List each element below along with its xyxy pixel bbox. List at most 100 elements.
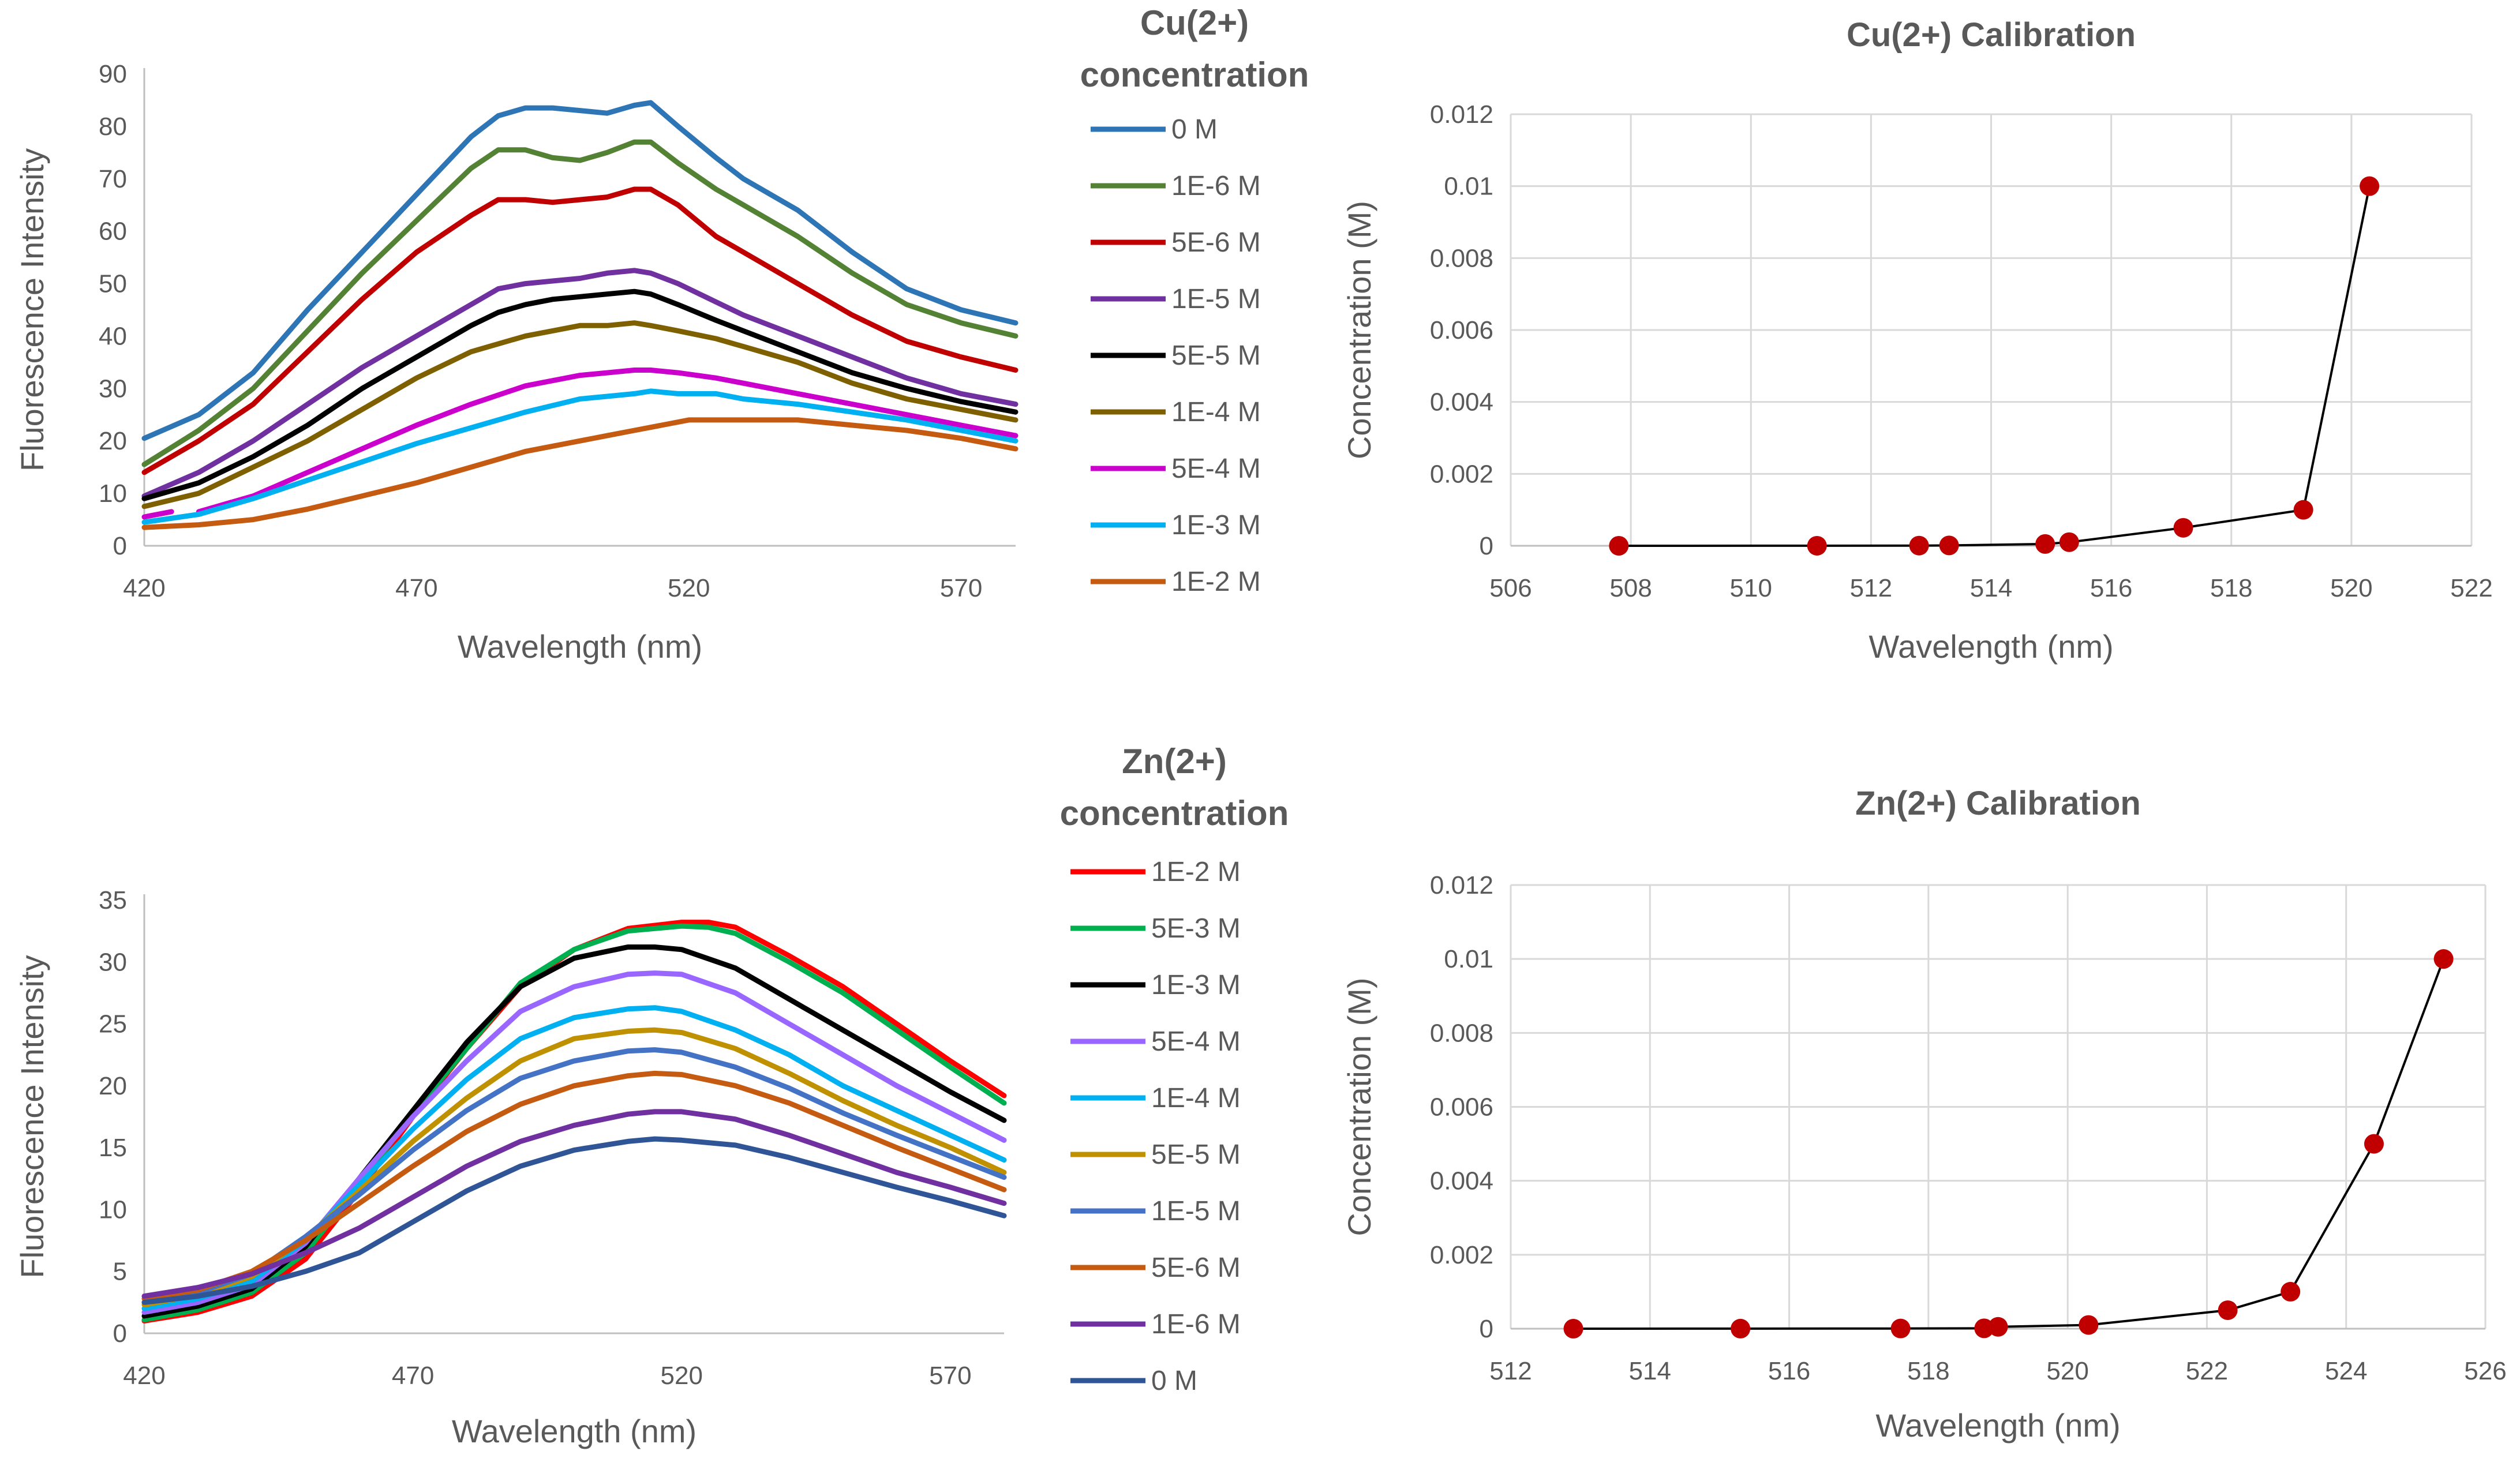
y-tick-label: 10	[99, 1195, 127, 1224]
legend-entry: 1E-5 M	[1171, 284, 1261, 314]
series-line	[141, 388, 1019, 525]
legend-entry: 1E-4 M	[1171, 397, 1261, 428]
x-tick-label: 512	[1489, 1357, 1532, 1385]
x-tick-label: 420	[123, 1362, 165, 1390]
series-line	[141, 186, 1019, 475]
data-point	[2364, 1134, 2384, 1154]
series-line	[141, 320, 1019, 509]
series-line	[141, 1136, 1007, 1305]
zn-spectra-chart: 0 5 10 15 20 25 30 35 420 470 520 570 Wavelength (nm…	[14, 742, 1289, 1449]
x-tick-label: 518	[1907, 1357, 1949, 1385]
x-tick-label: 510	[1730, 574, 1772, 602]
y-tick-label: 20	[99, 427, 127, 455]
x-tick-label: 512	[1850, 574, 1892, 602]
x-tick-label: 506	[1489, 574, 1532, 602]
y-tick-label: 0	[113, 1319, 127, 1348]
data-point	[1609, 536, 1629, 556]
x-tick-label: 514	[1970, 574, 2012, 602]
x-tick-label: 520	[668, 574, 710, 602]
y-tick-label: 25	[99, 1010, 127, 1038]
legend-title: Cu(2+)	[1140, 3, 1249, 42]
y-tick-label: 90	[99, 60, 127, 88]
x-tick-label: 516	[2090, 574, 2132, 602]
y-tick-label: 0.006	[1430, 316, 1493, 344]
legend-entry: 5E-5 M	[1171, 340, 1261, 371]
x-tick-label: 508	[1609, 574, 1652, 602]
y-tick-label: 30	[99, 948, 127, 976]
legend-entry: 1E-5 M	[1151, 1196, 1241, 1227]
data-point	[2079, 1315, 2099, 1335]
zn-cal-chart: 0 0.002 0.004 0.006 0.008 0.01 0.012 512 514 516 5…	[1341, 785, 2507, 1443]
legend: Zn(2+) concentration 1E-2 M 5E-3 M 1E-3 M 5E-…	[1060, 742, 1289, 1396]
x-axis-label: Wavelength (nm)	[452, 1413, 697, 1449]
series-line	[141, 1070, 1007, 1302]
y-tick-label: 0.01	[1444, 173, 1493, 201]
y-tick-label: 20	[99, 1072, 127, 1100]
series-line	[141, 1109, 1007, 1299]
data-point	[2281, 1281, 2301, 1302]
x-tick-label: 522	[2186, 1357, 2228, 1385]
data-point	[1909, 535, 1929, 556]
data-point	[2035, 534, 2055, 554]
y-tick-label: 0	[1480, 532, 1493, 560]
chart-title: Cu(2+) Calibration	[1847, 16, 2136, 54]
cu-cal-chart: 0 0.002 0.004 0.006 0.008 0.01 0.012 506 508 510 5…	[1341, 16, 2493, 665]
y-tick-label: 15	[99, 1134, 127, 1162]
y-tick-label: 0.012	[1430, 100, 1493, 129]
x-tick-label: 518	[2210, 574, 2252, 602]
y-tick-label: 0.01	[1444, 945, 1493, 973]
series-line	[141, 923, 1007, 1322]
legend-entry: 1E-2 M	[1151, 857, 1241, 887]
legend: Cu(2+) concentration 0 M 1E-6 M 5E-6 M 1E-5 M…	[1080, 3, 1309, 597]
series-line	[141, 100, 1019, 441]
data-point	[1890, 1318, 1911, 1338]
y-tick-label: 70	[99, 165, 127, 193]
y-tick-label: 0.002	[1430, 1241, 1493, 1269]
legend-entry: 1E-3 M	[1171, 510, 1261, 541]
y-tick-label: 0	[1480, 1315, 1493, 1343]
y-tick-label: 0	[113, 532, 127, 560]
data-point	[2360, 176, 2380, 196]
data-point	[1731, 1318, 1751, 1338]
x-tick-label: 420	[123, 574, 165, 602]
y-tick-label: 60	[99, 218, 127, 246]
x-tick-label: 570	[929, 1362, 971, 1390]
x-tick-label: 524	[2325, 1357, 2367, 1385]
data-point	[1939, 535, 1959, 556]
y-axis-label: Fluorescence Intensity	[14, 955, 50, 1278]
x-tick-label: 522	[2450, 574, 2492, 602]
legend-title: concentration	[1060, 794, 1289, 833]
y-tick-label: 0.004	[1430, 388, 1493, 417]
y-tick-label: 0.012	[1430, 871, 1493, 899]
data-point	[1563, 1319, 1583, 1338]
x-tick-label: 570	[940, 574, 982, 602]
legend-entry: 1E-2 M	[1171, 567, 1261, 597]
series-line	[141, 268, 1019, 499]
y-tick-label: 0.002	[1430, 460, 1493, 488]
y-tick-label: 40	[99, 322, 127, 350]
data-point	[2218, 1300, 2238, 1320]
legend-title: concentration	[1080, 55, 1309, 94]
chart-title: Zn(2+) Calibration	[1855, 785, 2141, 822]
data-point	[2059, 532, 2079, 552]
y-tick-label: 0.004	[1430, 1167, 1493, 1195]
x-tick-label: 520	[2330, 574, 2372, 602]
x-tick-label: 520	[661, 1362, 703, 1390]
x-axis-label: Wavelength (nm)	[1875, 1407, 2120, 1443]
legend-entry: 5E-4 M	[1151, 1026, 1241, 1057]
legend-entry: 1E-4 M	[1151, 1083, 1241, 1113]
legend-entry: 1E-6 M	[1171, 171, 1261, 201]
data-point	[2433, 949, 2454, 969]
legend-entry: 1E-6 M	[1151, 1309, 1241, 1340]
y-tick-label: 5	[113, 1258, 127, 1286]
y-tick-label: 50	[99, 270, 127, 298]
y-tick-label: 0.008	[1430, 244, 1493, 272]
y-axis-label: Concentration (M)	[1341, 977, 1377, 1236]
legend-entry: 5E-3 M	[1151, 913, 1241, 944]
y-axis-label: Concentration (M)	[1341, 201, 1377, 459]
legend-entry: 0 M	[1151, 1366, 1197, 1396]
series-line	[141, 139, 1019, 467]
data-point	[2293, 500, 2313, 520]
y-tick-label: 10	[99, 479, 127, 508]
